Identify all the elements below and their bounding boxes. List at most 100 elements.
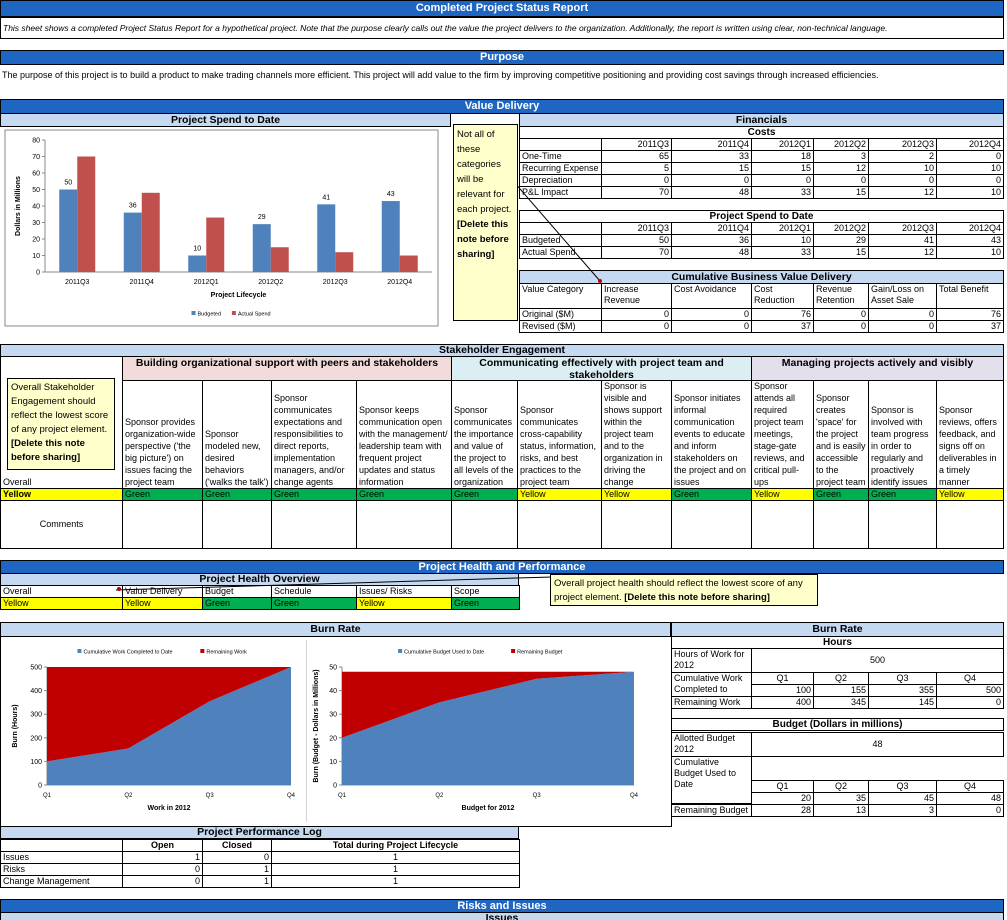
comments-label: Comments [0, 500, 123, 549]
row-label: Revised ($M) [519, 320, 602, 333]
bar [381, 201, 400, 272]
element-text: Sponsor communicates expectations and re… [271, 380, 357, 489]
value-cell: 28 [751, 804, 814, 817]
table-title: Budget (Dollars in millions) [671, 718, 1004, 731]
element-text: Sponsor communicates the importance and … [451, 380, 518, 489]
x-tick-label: Q2 [435, 793, 444, 799]
element-text: Sponsor attends all required project tea… [751, 380, 814, 489]
legend-label: Remaining Budget [517, 650, 563, 656]
value-cell: 0 [936, 696, 1004, 709]
chart: 0 10 20 30 40 50 Budget for 2012 Burn (Budget -… [306, 640, 639, 822]
element-text: Sponsor provides organization-wide persp… [122, 380, 203, 489]
x-tick-label: Q2 [124, 793, 133, 799]
data-label: 10 [193, 246, 201, 253]
comment-cell [451, 500, 518, 549]
value-cell: 15 [813, 186, 869, 199]
area [47, 667, 291, 762]
comment-cell [271, 500, 357, 549]
y-tick-label: 10 [32, 253, 40, 260]
value-cell: 0 [936, 804, 1004, 817]
comment-cell [936, 500, 1004, 549]
value-cell: 37 [751, 320, 814, 333]
bar [317, 204, 336, 272]
value-cell: 48 [671, 186, 752, 199]
value-cell: 10 [936, 246, 1004, 259]
row-label: Cumulative Budget Used to Date [671, 756, 752, 804]
status-cell: Yellow [0, 597, 123, 610]
bar [123, 212, 142, 272]
y-tick-label: 60 [32, 171, 40, 178]
x-axis-label: Project Lifecycle [211, 292, 267, 299]
element-text: Sponsor is involved with team progress i… [868, 380, 937, 489]
section-bar: Risks and Issues [0, 899, 1004, 913]
x-tick-label: 2012Q4 [387, 279, 412, 286]
section-header: Cumulative Business Value Delivery [519, 270, 1004, 284]
x-tick-label: 2012Q3 [323, 279, 348, 286]
row-label: Remaining Work [671, 696, 752, 709]
x-tick-label: Q3 [533, 793, 542, 799]
column-header: Value Category [519, 283, 602, 309]
x-tick-label: 2012Q1 [194, 279, 219, 286]
purpose-text: The purpose of this project is to build … [2, 70, 879, 80]
row-label: Change Management [0, 875, 123, 888]
data-label: 50 [64, 180, 72, 187]
value-cell: 70 [601, 186, 672, 199]
comment-cell [813, 500, 869, 549]
note-text: Overall Stakeholder Engagement should re… [11, 382, 109, 435]
note-text: Overall project health should reflect th… [554, 578, 803, 603]
value-cell: 0 [122, 875, 203, 888]
section-header: Burn Rate [671, 622, 1004, 637]
x-tick-label: Q3 [206, 793, 215, 799]
value-cell: 0 [671, 320, 752, 333]
note: Overall Stakeholder Engagement should re… [7, 378, 115, 470]
bar [335, 252, 354, 272]
y-tick-label: 0 [38, 783, 42, 790]
legend-label: Cumulative Budget Used to Date [404, 650, 484, 656]
y-tick-label: 0 [36, 270, 40, 277]
x-tick-label: Q4 [630, 793, 639, 799]
value-cell: 1 [202, 875, 272, 888]
element-text: Sponsor reviews, offers feedback, and si… [936, 380, 1004, 489]
comment-cell [671, 500, 752, 549]
y-tick-label: 40 [32, 204, 40, 211]
y-tick-label: 40 [329, 688, 337, 695]
note-action: [Delete this note before sharing] [11, 438, 85, 463]
bar [399, 255, 418, 272]
data-label: 29 [258, 214, 266, 221]
value-cell: 400 [751, 696, 814, 709]
y-axis-label: Burn (Hours) [12, 704, 19, 747]
y-tick-label: 400 [30, 688, 42, 695]
group-header: Building organizational support with pee… [122, 356, 452, 381]
status-cell: Yellow [122, 597, 203, 610]
y-tick-label: 80 [32, 138, 40, 145]
chart: 0 100 200 300 400 500 Work in 2012 Burn (Hours)… [12, 649, 296, 812]
comment-cell [868, 500, 937, 549]
value-cell: 70 [601, 246, 672, 259]
value-cell: 345 [813, 696, 869, 709]
status-cell: Green [451, 597, 520, 610]
column-header: Revenue Retention [813, 283, 869, 309]
comment-cell [517, 500, 602, 549]
chart: 0 10 20 30 40 50 60 70 80 Project Lifecycle Dollar… [4, 129, 439, 327]
y-tick-label: 0 [333, 783, 337, 790]
value-cell: 1 [271, 875, 520, 888]
element-text: Sponsor keeps communication open with th… [356, 380, 452, 489]
element-text: Sponsor modeled new, desired behaviors (… [202, 380, 272, 489]
section-bar: Completed Project Status Report [0, 0, 1004, 17]
section-bar: Project Health and Performance [0, 560, 1004, 574]
element-text: Sponsor initiates informal communication… [671, 380, 752, 489]
section-header: Issues [0, 912, 1004, 920]
bar [206, 217, 225, 272]
row-label: Allotted Budget 2012 [671, 732, 752, 757]
element-text: Sponsor creates 'space' for the project … [813, 380, 869, 489]
column-header: Cost Reduction [751, 283, 814, 309]
value-cell: 33 [751, 186, 814, 199]
x-tick-label: 2011Q4 [130, 279, 154, 286]
row-label: Hours of Work for 2012 [671, 648, 752, 673]
legend-label: Remaining Work [206, 650, 247, 656]
y-tick-label: 100 [30, 759, 42, 766]
status-cell: Yellow [356, 597, 452, 610]
y-tick-label: 50 [32, 187, 40, 194]
y-tick-label: 30 [32, 220, 40, 227]
